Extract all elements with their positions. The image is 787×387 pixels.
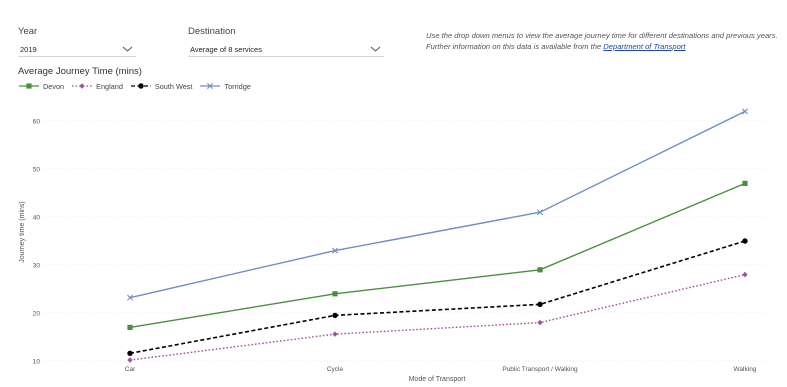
- legend-label-england: England: [96, 81, 123, 91]
- data-point-south-west: [127, 350, 133, 357]
- department-of-transport-link[interactable]: Department of Transport: [603, 41, 686, 51]
- y-tick-label: 10: [33, 358, 41, 365]
- x-tick-label: Walking: [734, 366, 757, 373]
- legend-label-torridge: Torridge: [224, 81, 251, 91]
- series-line-devon: [129, 182, 746, 329]
- x-axis-title: Mode of Transport: [409, 376, 466, 383]
- legend-swatch-south-west: [130, 83, 151, 89]
- data-point-england: [742, 271, 748, 278]
- destination-dropdown[interactable]: Average of 8 services: [188, 42, 384, 57]
- year-dropdown[interactable]: 2019: [18, 42, 136, 57]
- y-tick-label: 30: [33, 262, 41, 269]
- legend-swatch-england: [72, 83, 93, 89]
- legend-item-devon[interactable]: Devon: [18, 82, 64, 91]
- data-point-devon: [332, 291, 338, 297]
- data-point-south-west: [742, 238, 748, 244]
- chart-title: Average Journey Time (mins): [18, 66, 142, 77]
- legend-item-torridge[interactable]: Torridge: [199, 81, 251, 91]
- data-point-devon: [127, 324, 133, 330]
- legend-marker-england: [79, 83, 85, 89]
- data-point-devon: [742, 180, 748, 186]
- y-axis-title: Journey time (mins): [19, 201, 26, 262]
- legend-swatch-devon: [19, 83, 39, 89]
- series-line-torridge: [129, 110, 746, 299]
- data-point-england: [332, 331, 338, 337]
- data-point-torridge: [537, 209, 543, 216]
- data-point-england: [127, 357, 133, 363]
- series-south-west: [127, 238, 748, 357]
- series-torridge: [127, 108, 748, 301]
- destination-dropdown-value: Average of 8 services: [190, 44, 262, 54]
- series-line-england: [129, 273, 746, 361]
- y-tick-label: 60: [33, 118, 41, 125]
- legend-marker-south-west: [138, 83, 144, 89]
- data-point-south-west: [537, 301, 543, 308]
- chevron-down-icon: [370, 46, 381, 52]
- data-point-torridge: [332, 247, 338, 254]
- series-england: [127, 271, 748, 363]
- legend-item-south-west[interactable]: South West: [130, 81, 193, 91]
- legend-label-devon: Devon: [43, 81, 65, 91]
- legend-label-south-west: South West: [154, 81, 193, 91]
- year-filter: Year 2019: [18, 26, 136, 57]
- year-filter-label: Year: [18, 26, 38, 37]
- x-tick-label: Car: [125, 366, 136, 373]
- data-point-torridge: [127, 294, 133, 301]
- legend-item-england[interactable]: England: [71, 82, 123, 91]
- y-tick-label: 40: [33, 214, 41, 221]
- data-point-south-west: [332, 312, 338, 319]
- series-devon: [127, 180, 748, 330]
- legend-marker-torridge: [207, 83, 214, 89]
- legend-swatch-torridge: [200, 83, 221, 89]
- y-tick-label: 50: [33, 166, 41, 173]
- chart-legend: Devon England South West Torridge: [18, 81, 258, 91]
- series-line-south-west: [129, 240, 746, 355]
- destination-filter: Destination Average of 8 services: [188, 26, 384, 57]
- info-text-body: Use the drop down menus to view the aver…: [426, 31, 778, 51]
- legend-marker-devon: [26, 83, 32, 89]
- x-tick-label: Public Transport / Walking: [502, 366, 578, 373]
- chevron-down-icon: [122, 46, 133, 52]
- year-dropdown-value: 2019: [20, 44, 37, 54]
- data-point-devon: [537, 267, 543, 273]
- y-tick-label: 20: [33, 310, 41, 317]
- info-text: Use the drop down menus to view the aver…: [426, 31, 786, 52]
- x-tick-label: Cycle: [327, 366, 344, 373]
- destination-filter-label: Destination: [188, 26, 236, 37]
- data-point-england: [537, 319, 543, 326]
- data-point-torridge: [742, 108, 748, 115]
